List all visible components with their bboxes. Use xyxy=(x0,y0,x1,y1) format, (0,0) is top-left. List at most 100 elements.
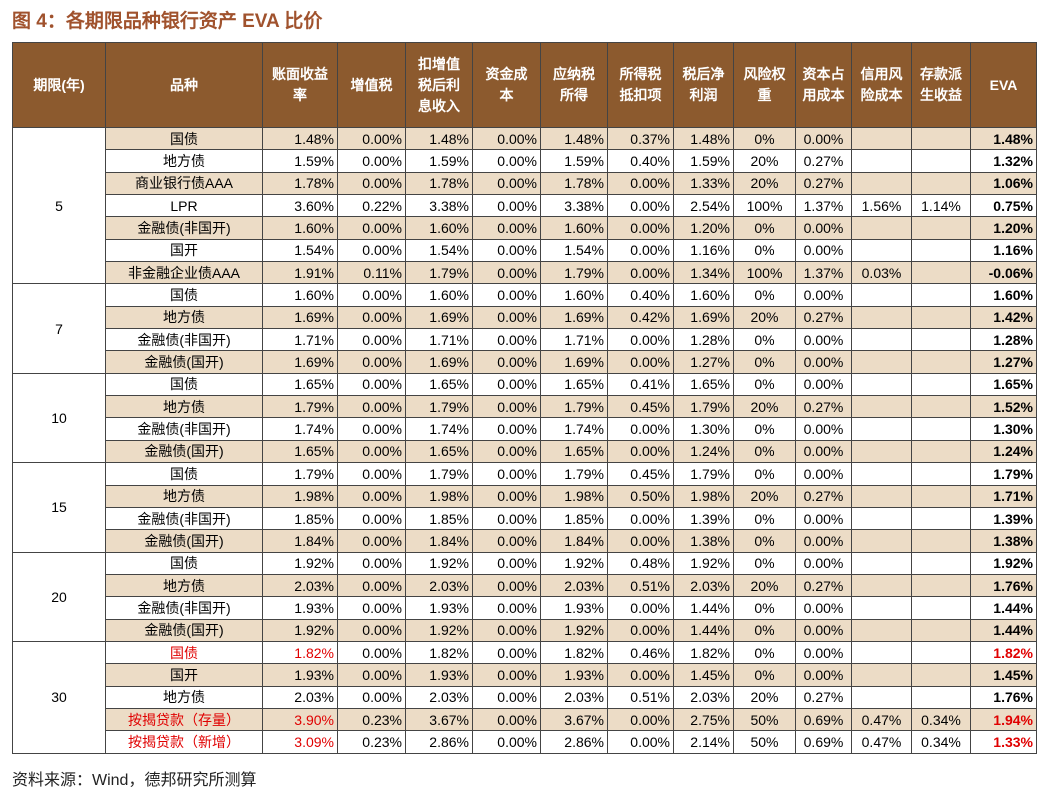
value-cell: 1.30% xyxy=(673,417,734,441)
value-cell: 0% xyxy=(733,372,796,397)
value-cell: 1.27% xyxy=(673,350,734,374)
value-cell: 0.00% xyxy=(607,238,674,263)
value-cell: 0.00% xyxy=(472,573,541,598)
value-cell: 1.42% xyxy=(970,305,1037,330)
value-cell: -0.06% xyxy=(970,261,1037,285)
header-line: 抵扣项 xyxy=(619,87,662,103)
value-cell xyxy=(911,126,971,151)
value-cell: 20% xyxy=(733,573,796,598)
value-cell: 1.27% xyxy=(970,350,1037,374)
table-row: 非金融企业债AAA 1.91% 0.11% 1.79% 0.00% 1.79% 0.00% 1… xyxy=(13,261,1037,285)
header-line: 税后净 xyxy=(682,66,725,82)
value-cell: 0.00% xyxy=(795,551,852,575)
table-row: 金融债(国开) 1.69% 0.00% 1.69% 0.00% 1.69% 0.00% 1.2… xyxy=(13,350,1037,374)
value-cell: 0.00% xyxy=(337,506,406,531)
column-header: 应纳税 所得 xyxy=(540,42,608,128)
header-line: 信用风 xyxy=(860,66,903,82)
value-cell: 1.65% xyxy=(262,439,338,464)
value-cell: 0.00% xyxy=(472,126,541,151)
value-cell: 0.00% xyxy=(607,730,674,754)
value-cell xyxy=(851,685,912,709)
value-cell: 3.67% xyxy=(540,707,608,732)
variety-cell: 国债 xyxy=(105,372,263,397)
value-cell: 2.03% xyxy=(405,573,473,598)
value-cell: 1.69% xyxy=(405,350,473,374)
value-cell: 0.00% xyxy=(472,238,541,263)
value-cell: 1.91% xyxy=(262,261,338,285)
value-cell: 1.24% xyxy=(970,439,1037,464)
value-cell xyxy=(851,462,912,486)
value-cell: 0.00% xyxy=(472,529,541,553)
value-cell: 0.47% xyxy=(851,730,912,754)
period-cell: 5 xyxy=(12,126,106,285)
value-cell xyxy=(851,484,912,508)
value-cell: 1.94% xyxy=(970,707,1037,732)
table-row: 20 国债 1.92% 0.00% 1.92% 0.00% 1.92% 0.48% 1.92% 0… xyxy=(12,551,1037,642)
value-cell xyxy=(911,395,971,419)
value-cell: 0.00% xyxy=(337,640,406,665)
variety-cell: 金融债(非国开) xyxy=(105,417,263,441)
value-cell: 0% xyxy=(733,417,796,441)
table-row: 按揭贷款（存量） 3.90% 0.23% 3.67% 0.00% 3.67% 0.00% 2.… xyxy=(13,707,1037,732)
value-cell: 1.69% xyxy=(262,350,338,374)
value-cell: 0.69% xyxy=(795,707,852,732)
value-cell: 0.69% xyxy=(795,730,852,754)
table-row: 地方债 1.69% 0.00% 1.69% 0.00% 1.69% 0.42% 1.69% 20… xyxy=(13,305,1037,330)
value-cell: 1.44% xyxy=(970,596,1037,620)
header-line: 资本占 xyxy=(802,66,845,82)
header-line: 风险权 xyxy=(743,66,786,82)
value-cell: 1.79% xyxy=(262,395,338,419)
value-cell: 1.54% xyxy=(540,238,608,263)
column-header: 账面收益率 xyxy=(262,42,338,128)
value-cell: 0.00% xyxy=(607,529,674,553)
header-line: 险成本 xyxy=(860,87,903,103)
value-cell: 1.79% xyxy=(540,462,608,486)
value-cell: 2.03% xyxy=(540,685,608,709)
column-header: 增值税 xyxy=(337,42,406,128)
value-cell: 1.93% xyxy=(540,663,608,687)
value-cell: 0.00% xyxy=(795,618,852,642)
value-cell: 1.16% xyxy=(673,238,734,263)
value-cell: 1.44% xyxy=(673,618,734,642)
variety-cell: 金融债(非国开) xyxy=(105,596,263,620)
value-cell: 1.85% xyxy=(262,506,338,531)
value-cell: 0.00% xyxy=(795,417,852,441)
value-cell: 1.48% xyxy=(262,126,338,151)
value-cell: 1.79% xyxy=(262,462,338,486)
header-line: 税后利 xyxy=(418,76,460,93)
value-cell: 1.48% xyxy=(970,126,1037,151)
value-cell: 0.00% xyxy=(795,372,852,397)
value-cell xyxy=(851,596,912,620)
value-cell: 2.03% xyxy=(262,685,338,709)
value-cell: 1.79% xyxy=(540,395,608,419)
value-cell: 0.00% xyxy=(472,372,541,397)
value-cell: 1.84% xyxy=(540,529,608,553)
variety-cell: 地方债 xyxy=(105,573,263,598)
title: 图 4：各期限品种银行资产 EVA 比价 xyxy=(12,11,323,32)
value-cell: 1.93% xyxy=(405,596,473,620)
value-cell xyxy=(911,529,971,553)
value-cell: 0.00% xyxy=(607,194,674,218)
value-cell: 0.00% xyxy=(472,730,541,754)
value-cell: 0.00% xyxy=(472,663,541,687)
header-line: 率 xyxy=(293,87,307,103)
value-cell: 0.00% xyxy=(795,640,852,665)
value-cell: 1.69% xyxy=(540,350,608,374)
table-row: 30 国债 1.82% 0.00% 1.82% 0.00% 1.82% 0.46% 1.82% 0… xyxy=(12,640,1037,754)
value-cell: 0% xyxy=(733,238,796,263)
value-cell xyxy=(851,171,912,196)
value-cell: 1.30% xyxy=(970,417,1037,441)
value-cell: 3.90% xyxy=(262,707,338,732)
value-cell: 0.00% xyxy=(607,171,674,196)
header-line: 所得 xyxy=(560,87,588,103)
value-cell: 2.03% xyxy=(673,573,734,598)
value-cell xyxy=(851,573,912,598)
value-cell: 0.40% xyxy=(607,149,674,173)
value-cell: 0.00% xyxy=(337,171,406,196)
value-cell: 1.74% xyxy=(262,417,338,441)
value-cell: 1.52% xyxy=(970,395,1037,419)
period-cell: 30 xyxy=(12,640,106,754)
value-cell xyxy=(851,126,912,151)
value-cell xyxy=(911,596,971,620)
value-cell: 0.00% xyxy=(472,305,541,330)
